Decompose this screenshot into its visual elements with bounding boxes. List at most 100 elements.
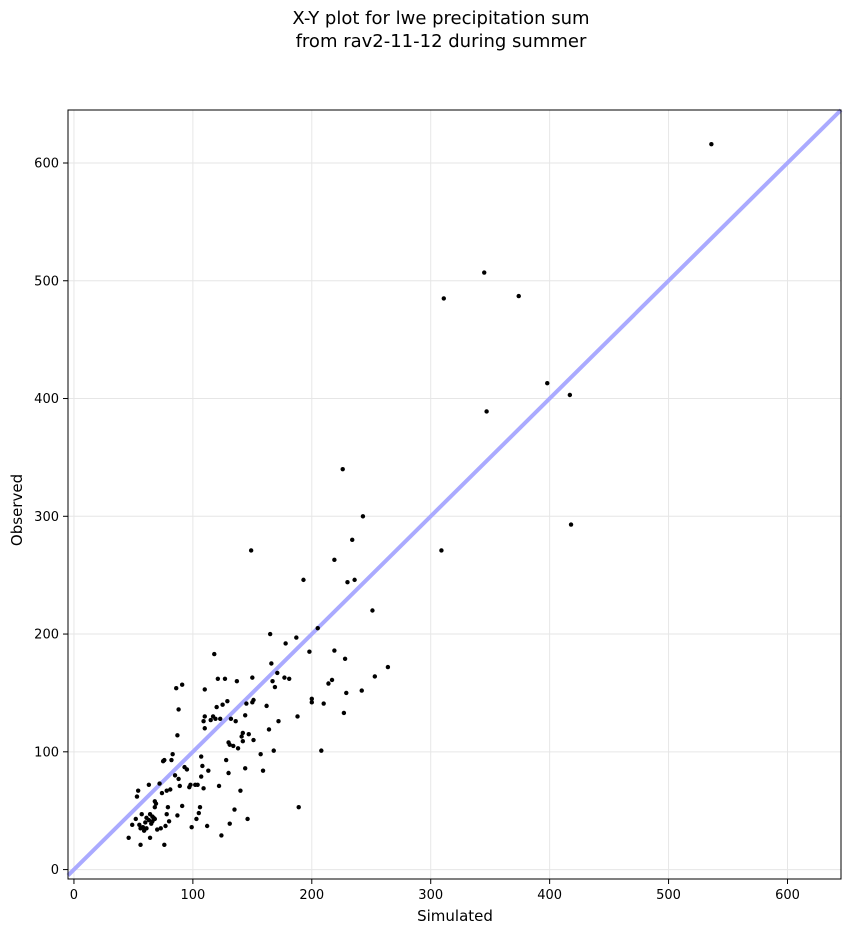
data-point <box>329 677 335 683</box>
data-point <box>168 787 173 792</box>
x-axis-label: Simulated <box>417 907 493 925</box>
data-point <box>139 812 144 817</box>
grid-lines <box>68 110 841 879</box>
x-tick-label: 0 <box>70 888 78 903</box>
data-point <box>270 678 275 684</box>
y-axis-label: Observed <box>8 474 26 546</box>
data-point <box>484 409 489 414</box>
data-point <box>332 557 337 563</box>
data-point <box>227 821 232 826</box>
x-tick-label: 500 <box>656 888 681 903</box>
data-point <box>206 768 211 773</box>
x-tick-label: 200 <box>299 888 324 903</box>
data-point <box>258 751 263 757</box>
data-point <box>135 788 141 793</box>
y-axis-ticks: 0 100 200 300 400 500 600 <box>34 156 68 878</box>
data-point <box>352 577 357 583</box>
data-point <box>215 676 221 682</box>
data-point <box>326 681 331 686</box>
x-tick-label: 400 <box>537 888 562 903</box>
data-point <box>152 816 158 822</box>
data-point <box>134 794 140 799</box>
data-point <box>385 664 391 670</box>
data-point <box>170 751 175 757</box>
data-point <box>370 608 375 613</box>
data-point <box>200 763 205 769</box>
data-point <box>198 754 204 759</box>
data-point <box>516 293 521 299</box>
data-point <box>188 782 193 787</box>
data-point <box>163 823 168 829</box>
data-point <box>214 704 219 710</box>
data-point <box>251 697 256 703</box>
data-point <box>201 718 206 724</box>
data-point <box>159 790 165 796</box>
data-point <box>260 768 266 773</box>
data-point <box>179 682 185 687</box>
data-point <box>197 804 203 810</box>
data-point <box>152 804 158 810</box>
y-tick-label: 0 <box>51 863 59 878</box>
data-point <box>307 649 312 654</box>
data-point <box>219 833 224 838</box>
data-point <box>319 748 324 753</box>
data-point <box>482 270 487 275</box>
data-point <box>133 816 138 822</box>
data-point <box>153 801 159 806</box>
data-point <box>218 716 223 722</box>
data-point <box>267 631 273 637</box>
data-point <box>157 781 162 786</box>
data-point <box>283 641 288 646</box>
data-point <box>226 770 231 776</box>
data-point <box>202 714 207 719</box>
data-point <box>242 766 248 771</box>
data-point <box>248 548 254 553</box>
data-point <box>709 141 714 147</box>
data-point <box>172 773 178 778</box>
data-point <box>240 730 246 736</box>
data-point <box>309 696 314 702</box>
data-point <box>341 710 347 716</box>
data-point <box>360 514 366 519</box>
chart-title-line-2: from rav2-11-12 during summer <box>296 31 587 52</box>
data-point <box>225 698 230 704</box>
data-point <box>232 807 237 812</box>
data-point <box>315 625 320 631</box>
data-point <box>246 731 251 737</box>
data-point <box>146 817 152 823</box>
data-point <box>147 835 153 840</box>
data-point <box>342 656 348 661</box>
data-point <box>545 381 550 386</box>
data-point <box>208 717 213 723</box>
x-axis-ticks: 0 100 200 300 400 500 600 <box>70 879 800 903</box>
y-tick-label: 300 <box>34 510 59 525</box>
data-point <box>177 783 182 789</box>
data-point <box>220 702 225 707</box>
data-point <box>332 648 337 653</box>
data-point <box>175 813 180 818</box>
data-point <box>282 675 287 680</box>
reference-line-y-equals-x <box>66 108 843 877</box>
data-point <box>266 727 272 732</box>
data-point <box>264 703 269 709</box>
data-point <box>228 716 234 722</box>
data-point <box>184 767 190 772</box>
data-point <box>309 700 314 705</box>
data-point <box>138 842 143 848</box>
data-point <box>223 757 229 763</box>
data-point <box>176 776 181 782</box>
data-point <box>242 713 248 718</box>
data-point <box>235 746 241 751</box>
data-point <box>194 816 199 822</box>
data-point <box>340 466 345 472</box>
data-point <box>166 819 172 824</box>
data-point <box>234 678 240 684</box>
data-point <box>275 670 280 676</box>
data-point <box>126 835 131 840</box>
data-point <box>137 822 142 828</box>
data-point <box>269 661 274 666</box>
data-point <box>439 548 444 553</box>
x-tick-label: 300 <box>418 888 443 903</box>
